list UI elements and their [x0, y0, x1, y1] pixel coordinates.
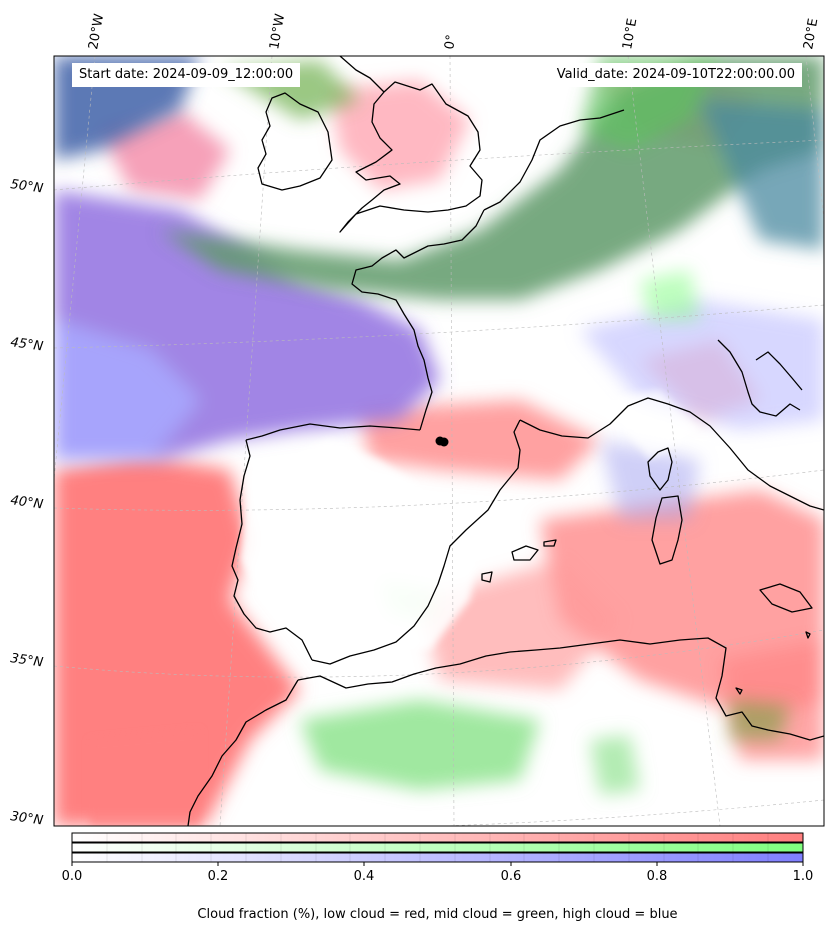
high-cloud-layer	[54, 56, 824, 520]
colorbar-mid-cloud	[72, 843, 803, 852]
coast-iberia-north	[245, 423, 421, 441]
valid-date-label: Valid_date: 2024-09-10T22:00:00.00	[549, 63, 802, 87]
colorbar-low-cloud	[72, 833, 803, 842]
colorbar-caption: Cloud fraction (%), low cloud = red, mid…	[197, 907, 678, 922]
colorbar-tick-label: 0.8	[646, 869, 668, 884]
coast-great-britain	[339, 81, 483, 233]
colorbar-ticks	[71, 862, 804, 866]
longitude-labels: 20°W 10°W 0° 10°E 20°E	[86, 13, 821, 51]
colorbar-tick-label: 0.2	[207, 869, 229, 884]
coast-adriatic	[755, 351, 803, 391]
coast-ireland	[257, 92, 333, 191]
coast-med-north	[519, 397, 824, 511]
meridian-0	[449, 56, 455, 826]
colorbar-high-cloud	[72, 853, 803, 862]
start-date-label: Start date: 2024-09-09_12:00:00	[72, 63, 301, 87]
clear-sky-areas	[90, 390, 700, 826]
colorbar-tick-label: 0.0	[61, 869, 83, 884]
coast-scotland	[339, 56, 385, 93]
coast-sicily	[759, 583, 813, 613]
coast-iberia-west	[231, 439, 313, 661]
coast-ibiza	[481, 571, 493, 583]
coast-europe-north	[483, 109, 625, 211]
parallel-45n	[54, 304, 824, 349]
colorbar	[71, 832, 804, 866]
lat-label-35n: 35°N	[9, 651, 44, 670]
coast-morocco	[187, 679, 299, 826]
lat-label-50n: 50°N	[9, 177, 44, 196]
lat-label-45n: 45°N	[9, 335, 44, 354]
cloud-field	[54, 56, 824, 826]
coastlines	[187, 56, 824, 826]
lon-label-20w: 20°W	[86, 13, 107, 51]
lon-label-20e: 20°E	[801, 17, 821, 50]
coast-iberia-south-east	[311, 419, 521, 665]
coast-islands-east-2	[735, 687, 743, 695]
colorbar-tick-label: 0.4	[353, 869, 375, 884]
colorbar-tick-label: 1.0	[792, 869, 814, 884]
parallel-50n	[54, 139, 824, 191]
coast-france	[351, 209, 485, 431]
coast-sardinia	[651, 495, 683, 565]
coast-corsica	[647, 447, 673, 491]
parallel-40n	[54, 469, 824, 511]
mid-cloud-layer	[160, 56, 824, 795]
colorbar-frames	[71, 832, 804, 863]
lon-label-10e: 10°E	[620, 17, 640, 50]
lat-label-40n: 40°N	[9, 493, 44, 512]
coast-mallorca	[511, 545, 539, 561]
coast-north-africa	[297, 637, 824, 741]
meridian-20w	[54, 56, 96, 481]
coast-menorca	[543, 539, 557, 547]
parallel-30n	[54, 799, 824, 826]
coast-islands-east	[805, 631, 811, 639]
colorbar-tick-label: 0.6	[500, 869, 522, 884]
location-marker	[435, 436, 449, 447]
lon-label-0: 0°	[442, 34, 459, 51]
colorbar-divisions	[106, 833, 769, 862]
lon-label-10w: 10°W	[267, 13, 288, 51]
map-panel	[54, 56, 824, 826]
lat-label-30n: 30°N	[9, 809, 44, 828]
map-frame	[53, 55, 825, 827]
latitude-labels: 50°N 45°N 40°N 35°N 30°N	[9, 177, 44, 828]
coast-italy	[717, 339, 801, 417]
